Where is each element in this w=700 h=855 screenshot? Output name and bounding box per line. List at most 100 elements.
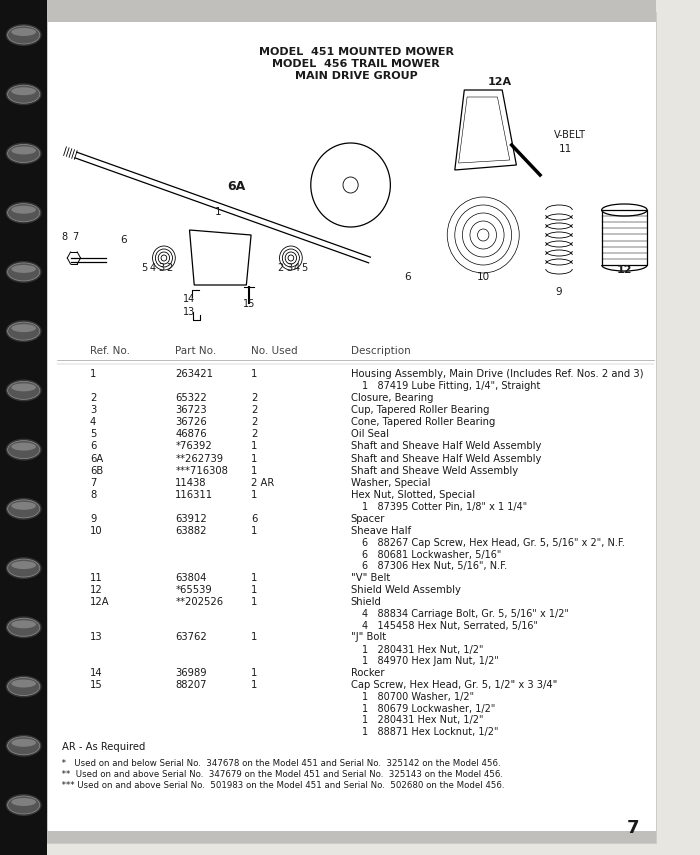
Text: 1   88871 Hex Locknut, 1/2": 1 88871 Hex Locknut, 1/2" [362, 727, 498, 737]
Text: 1: 1 [251, 369, 258, 379]
Ellipse shape [6, 380, 42, 401]
Ellipse shape [8, 559, 40, 577]
Ellipse shape [8, 500, 40, 518]
Text: Sheave Half: Sheave Half [351, 526, 411, 536]
Text: MODEL  456 TRAIL MOWER: MODEL 456 TRAIL MOWER [272, 59, 440, 69]
Ellipse shape [8, 737, 40, 755]
Text: 36989: 36989 [175, 668, 207, 678]
Text: 4: 4 [150, 263, 155, 273]
Text: *   Used on and below Serial No.  347678 on the Model 451 and Serial No.  325142: * Used on and below Serial No. 347678 on… [59, 759, 500, 768]
Text: 3: 3 [286, 263, 292, 273]
Text: 5: 5 [141, 263, 147, 273]
Ellipse shape [11, 324, 36, 332]
Text: ***716308: ***716308 [175, 466, 228, 476]
Ellipse shape [11, 87, 36, 95]
Text: 6   87306 Hex Nut, 5/16", N.F.: 6 87306 Hex Nut, 5/16", N.F. [362, 562, 507, 571]
Text: 3: 3 [158, 263, 164, 273]
Text: 7: 7 [90, 478, 97, 488]
Text: 8: 8 [90, 490, 97, 500]
Text: 63912: 63912 [175, 514, 207, 524]
Ellipse shape [8, 440, 40, 458]
Ellipse shape [8, 86, 40, 103]
Text: 36723: 36723 [175, 405, 207, 415]
Text: 2 AR: 2 AR [251, 478, 274, 488]
Text: Closure, Bearing: Closure, Bearing [351, 392, 433, 403]
Ellipse shape [8, 26, 40, 44]
Text: Housing Assembly, Main Drive (Includes Ref. Nos. 2 and 3): Housing Assembly, Main Drive (Includes R… [351, 369, 643, 379]
Text: 15: 15 [243, 299, 256, 309]
Text: **  Used on and above Serial No.  347679 on the Model 451 and Serial No.  325143: ** Used on and above Serial No. 347679 o… [59, 770, 503, 779]
Text: 12A: 12A [487, 77, 512, 87]
Text: Hex Nut, Slotted, Special: Hex Nut, Slotted, Special [351, 490, 475, 500]
Text: 2: 2 [251, 392, 258, 403]
Text: 1: 1 [251, 441, 258, 451]
Text: "V" Belt: "V" Belt [351, 573, 390, 583]
Ellipse shape [11, 383, 36, 392]
Text: 15: 15 [90, 680, 103, 690]
Text: Rocker: Rocker [351, 668, 384, 678]
Text: 11: 11 [559, 144, 573, 154]
Ellipse shape [11, 28, 36, 36]
Ellipse shape [8, 618, 40, 636]
Text: 2: 2 [167, 263, 173, 273]
Text: 1   87419 Lube Fitting, 1/4", Straight: 1 87419 Lube Fitting, 1/4", Straight [362, 381, 540, 392]
Text: 14: 14 [90, 668, 103, 678]
Ellipse shape [11, 739, 36, 746]
Text: 1   80679 Lockwasher, 1/2": 1 80679 Lockwasher, 1/2" [362, 704, 496, 714]
Text: 1: 1 [90, 369, 97, 379]
Ellipse shape [6, 616, 42, 639]
Ellipse shape [11, 206, 36, 214]
Text: MAIN DRIVE GROUP: MAIN DRIVE GROUP [295, 71, 418, 81]
Text: Shaft and Sheave Weld Assembly: Shaft and Sheave Weld Assembly [351, 466, 518, 476]
Text: 263421: 263421 [175, 369, 214, 379]
Text: **202526: **202526 [175, 598, 223, 607]
Ellipse shape [6, 143, 42, 164]
Text: 1   87395 Cotter Pin, 1/8" x 1 1/4": 1 87395 Cotter Pin, 1/8" x 1 1/4" [362, 503, 527, 512]
Text: 6: 6 [251, 514, 258, 524]
Ellipse shape [8, 263, 40, 281]
Text: 1   80700 Washer, 1/2": 1 80700 Washer, 1/2" [362, 692, 474, 702]
Text: 11: 11 [90, 573, 103, 583]
Text: 4: 4 [293, 263, 300, 273]
Text: 13: 13 [90, 633, 103, 642]
Ellipse shape [6, 83, 42, 105]
Text: **262739: **262739 [175, 454, 223, 463]
Ellipse shape [11, 621, 36, 628]
Text: 1   280431 Hex Nut, 1/2": 1 280431 Hex Nut, 1/2" [362, 645, 484, 655]
Ellipse shape [6, 675, 42, 698]
Ellipse shape [6, 794, 42, 816]
Text: 116311: 116311 [175, 490, 214, 500]
Text: 4   145458 Hex Nut, Serrated, 5/16": 4 145458 Hex Nut, Serrated, 5/16" [362, 621, 538, 631]
Text: 2: 2 [251, 405, 258, 415]
Ellipse shape [8, 796, 40, 814]
Ellipse shape [11, 561, 36, 569]
Ellipse shape [6, 734, 42, 757]
Ellipse shape [6, 439, 42, 461]
Text: 1: 1 [251, 598, 258, 607]
Ellipse shape [11, 146, 36, 155]
Text: 12A: 12A [90, 598, 110, 607]
Text: Shaft and Sheave Half Weld Assembly: Shaft and Sheave Half Weld Assembly [351, 454, 541, 463]
Text: 6: 6 [404, 272, 411, 282]
Text: *76392: *76392 [175, 441, 212, 451]
Text: 6   80681 Lockwasher, 5/16": 6 80681 Lockwasher, 5/16" [362, 550, 501, 560]
Text: 36726: 36726 [175, 417, 207, 428]
Bar [48, 0, 656, 22]
Text: 8: 8 [62, 232, 67, 242]
Text: 14: 14 [183, 294, 195, 304]
Text: 63804: 63804 [175, 573, 206, 583]
Ellipse shape [6, 498, 42, 520]
Ellipse shape [11, 680, 36, 687]
Text: No. Used: No. Used [251, 346, 298, 356]
Text: 6A: 6A [90, 454, 104, 463]
Ellipse shape [6, 202, 42, 224]
Text: 2: 2 [251, 429, 258, 439]
Ellipse shape [8, 322, 40, 340]
Text: Shield Weld Assembly: Shield Weld Assembly [351, 585, 461, 595]
Ellipse shape [6, 261, 42, 283]
Ellipse shape [8, 203, 40, 221]
Text: 1: 1 [251, 668, 258, 678]
Bar [602, 210, 647, 265]
Text: 1   280431 Hex Nut, 1/2": 1 280431 Hex Nut, 1/2" [362, 715, 484, 725]
Text: Washer, Special: Washer, Special [351, 478, 430, 488]
